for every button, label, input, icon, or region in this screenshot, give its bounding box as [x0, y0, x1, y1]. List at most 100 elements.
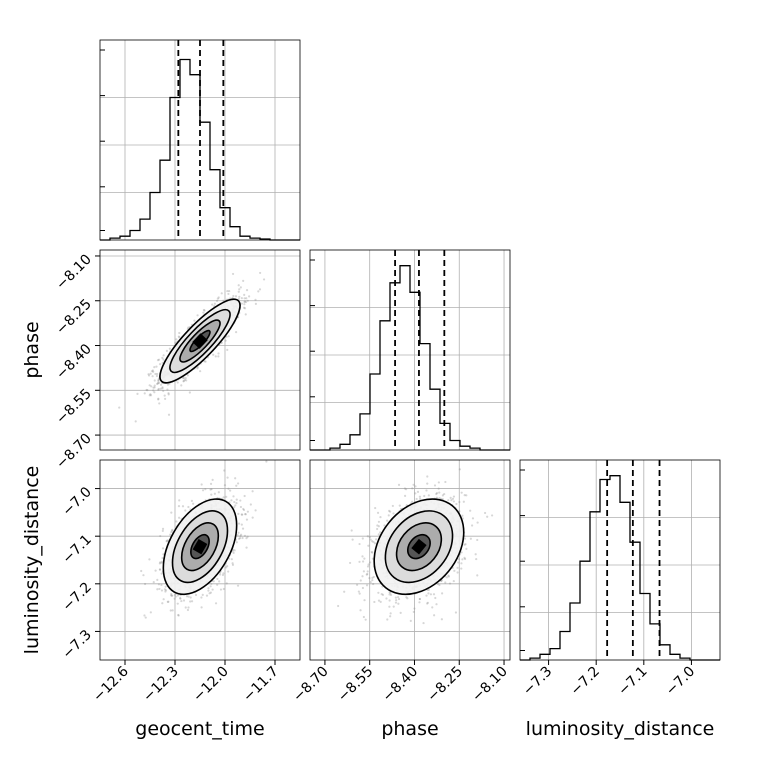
- scatter-point: [258, 288, 262, 291]
- scatter-point: [152, 370, 155, 373]
- scatter-point: [368, 536, 371, 539]
- scatter-point: [173, 593, 177, 597]
- scatter-point: [237, 512, 240, 515]
- panel-frame: [99, 39, 301, 241]
- y-axis-label-luminosity-distance: luminosity_distance: [21, 466, 43, 655]
- scatter-point: [476, 574, 479, 577]
- scatter-point: [409, 619, 412, 622]
- scatter-point: [200, 483, 203, 486]
- scatter-point: [369, 580, 372, 584]
- scatter-point: [371, 576, 374, 579]
- scatter-point: [147, 373, 150, 376]
- scatter-point: [202, 308, 205, 312]
- scatter-point: [239, 286, 242, 289]
- scatter-point: [194, 593, 198, 597]
- scatter-point: [161, 387, 164, 390]
- scatter-point: [389, 591, 392, 595]
- scatter-point: [244, 513, 247, 516]
- scatter-point: [134, 420, 137, 423]
- scatter-point: [265, 460, 268, 463]
- scatter-point: [222, 572, 225, 575]
- scatter-point: [189, 600, 192, 603]
- scatter-point: [178, 499, 181, 502]
- x-tick-label: −11.7: [240, 664, 282, 706]
- x-tick-label: −7.3: [520, 664, 555, 699]
- scatter-point: [422, 621, 425, 625]
- scatter-point: [425, 594, 428, 597]
- scatter-point: [239, 533, 243, 536]
- scatter-point: [371, 579, 374, 582]
- scatter-point: [205, 594, 209, 597]
- contour-line: [406, 533, 431, 560]
- scatter-point: [149, 611, 152, 614]
- scatter-point: [245, 537, 248, 540]
- scatter-point: [343, 590, 346, 593]
- scatter-point: [351, 538, 354, 541]
- scatter-point: [161, 529, 164, 533]
- scatter-point: [241, 536, 244, 540]
- scatter-point: [181, 376, 185, 380]
- scatter-point: [414, 492, 417, 495]
- scatter-point: [184, 606, 187, 609]
- scatter-point: [224, 339, 227, 342]
- scatter-point: [210, 493, 213, 496]
- scatter-point: [474, 553, 477, 556]
- scatter-point: [388, 593, 391, 596]
- panel-frame: [309, 249, 511, 451]
- scatter-point: [178, 336, 181, 339]
- scatter-point: [162, 598, 165, 601]
- scatter-point: [350, 529, 353, 532]
- scatter-point: [450, 499, 453, 502]
- scatter-point: [432, 593, 436, 596]
- panels: −7.3 −7.2 −7.1 −7.0−8.70−8.55−8.40−8.25−8.1…: [53, 39, 721, 706]
- scatter-point: [387, 514, 390, 517]
- scatter-point: [150, 385, 153, 388]
- scatter-point: [355, 583, 359, 586]
- scatter-point: [143, 582, 147, 586]
- scatter-point: [403, 487, 407, 490]
- scatter-point: [170, 529, 174, 532]
- scatter-point: [470, 524, 474, 527]
- scatter-point: [379, 600, 382, 603]
- scatter-point: [426, 601, 430, 604]
- scatter-point: [216, 577, 219, 581]
- scatter-point: [448, 582, 452, 585]
- scatter-point: [210, 487, 213, 491]
- scatter-point: [476, 521, 479, 524]
- scatter-point: [389, 593, 393, 597]
- scatter-point: [238, 288, 241, 291]
- scatter-point: [366, 572, 369, 576]
- scatter-point: [162, 389, 165, 393]
- scatter-point: [156, 382, 159, 385]
- scatter-point: [418, 597, 421, 601]
- scatter-point: [151, 375, 154, 378]
- scatter-point: [216, 297, 220, 300]
- scatter-point: [418, 597, 421, 601]
- scatter-point: [388, 599, 391, 602]
- y-axis-label-phase: phase: [21, 321, 43, 378]
- scatter-point: [435, 492, 438, 496]
- x-axis-label-phase: phase: [381, 718, 438, 740]
- scatter-point: [451, 497, 455, 500]
- scatter-point: [209, 482, 213, 486]
- scatter-point: [389, 615, 392, 618]
- scatter-point: [461, 514, 464, 517]
- scatter-point: [437, 481, 440, 484]
- scatter-point: [461, 558, 464, 561]
- scatter-panel-phase-vs-luminosity_distance: [309, 459, 511, 661]
- scatter-point: [169, 533, 172, 536]
- scatter-point: [379, 516, 382, 519]
- scatter-point: [452, 495, 456, 498]
- scatter-point: [465, 547, 468, 550]
- scatter-point: [157, 398, 160, 401]
- scatter-point: [245, 289, 249, 292]
- x-tick-label: −12.0: [190, 664, 232, 706]
- scatter-point: [358, 560, 361, 563]
- scatter-point: [171, 528, 174, 531]
- scatter-point: [366, 535, 369, 538]
- scatter-point: [426, 482, 429, 485]
- scatter-point: [150, 370, 154, 373]
- scatter-point: [170, 511, 173, 514]
- scatter-point: [174, 341, 177, 344]
